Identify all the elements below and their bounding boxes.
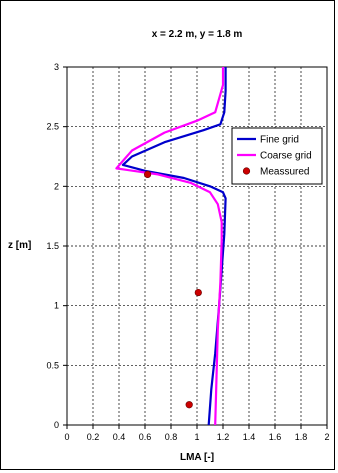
y-tick-label: 2.5: [46, 122, 59, 132]
y-tick-label: 1.5: [46, 241, 59, 251]
x-tick-label: 0.2: [87, 432, 100, 442]
y-tick-label: 0.5: [46, 360, 59, 370]
x-tick-label: 0: [64, 432, 69, 442]
y-tick-label: 0: [54, 420, 59, 430]
x-tick-label: 1.4: [243, 432, 256, 442]
legend-swatch-marker: [242, 167, 251, 175]
x-tick-label: 1: [194, 432, 199, 442]
y-tick-label: 1: [54, 301, 59, 311]
y-tick-label: 3: [54, 62, 59, 72]
x-tick-label: 0.8: [165, 432, 178, 442]
measured-point: [185, 401, 193, 409]
legend-label: Meassured: [260, 167, 309, 178]
legend-label: Fine grid: [260, 135, 299, 146]
measured-point: [194, 288, 202, 297]
x-tick-label: 1.6: [269, 432, 282, 442]
x-tick-label: 0.4: [113, 432, 126, 442]
x-tick-label: 1.2: [217, 432, 230, 442]
y-tick-label: 2: [54, 181, 59, 191]
x-tick-label: 0.6: [139, 432, 152, 442]
series-line-coarse-grid: [115, 67, 225, 426]
measured-point: [144, 170, 152, 178]
x-axis-title: LMA [-]: [180, 452, 214, 463]
x-tick-label: 2: [324, 432, 329, 442]
y-axis-title: z [m]: [8, 240, 31, 251]
legend-label: Coarse grid: [260, 151, 312, 162]
x-tick-label: 1.8: [295, 432, 308, 442]
chart-title: x = 2.2 m, y = 1.8 m: [152, 29, 243, 40]
